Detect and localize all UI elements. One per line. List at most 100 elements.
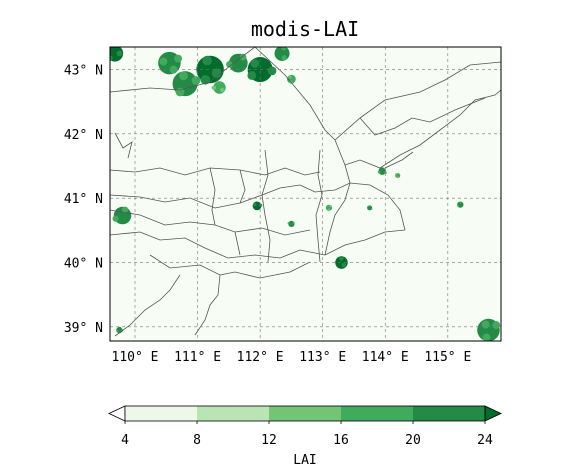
- admin-boundary: [324, 182, 351, 256]
- lai-patch-speckle: [384, 171, 387, 174]
- x-tick-labels: 110° E 111° E 112° E 113° E 114° E 115° E: [112, 350, 472, 365]
- lai-patch-speckle: [281, 47, 287, 51]
- admin-boundary: [359, 97, 486, 136]
- admin-boundary: [344, 164, 351, 184]
- lai-patch-speckle: [211, 68, 222, 79]
- admin-boundary: [234, 231, 241, 256]
- lai-patch-speckle: [377, 170, 381, 174]
- lai-patch-speckle: [339, 256, 344, 261]
- x-tick-label: 110° E: [112, 350, 159, 365]
- colorbar-segment: [341, 406, 413, 421]
- map-frame: [109, 46, 502, 342]
- lai-patch-speckle: [267, 66, 277, 76]
- y-tick-label: 43° N: [64, 64, 103, 79]
- colorbar-tick-label: 12: [261, 433, 277, 448]
- lai-patch-speckle: [482, 333, 491, 341]
- map-area: [110, 47, 501, 341]
- admin-boundary: [149, 254, 311, 279]
- y-tick-label: 42° N: [64, 128, 103, 143]
- lai-patch-speckle: [121, 206, 129, 213]
- admin-boundary: [261, 149, 271, 263]
- lai-patch-speckle: [116, 330, 119, 333]
- colorbar-tick-label: 20: [405, 433, 421, 448]
- admin-boundary: [110, 184, 301, 209]
- lai-patch-speckle: [370, 208, 373, 210]
- lai-patch-speckle: [395, 173, 397, 176]
- colorbar-segment: [125, 406, 197, 421]
- lai-patch-speckle: [368, 205, 371, 208]
- colorbar-tick-label: 16: [333, 433, 349, 448]
- colorbar-segment: [413, 406, 485, 421]
- y-tick-labels: 39° N 40° N 41° N 42° N 43° N: [64, 64, 103, 336]
- lai-patch-speckle: [457, 205, 460, 208]
- x-tick-label: 114° E: [362, 350, 409, 365]
- lai-patch-speckle: [250, 59, 260, 68]
- lai-patch-speckle: [247, 71, 257, 80]
- lai-patch-speckle: [329, 205, 332, 208]
- lai-patch-speckle: [174, 54, 182, 63]
- colorbar-tick-label: 24: [477, 433, 493, 448]
- x-tick-label: 111° E: [174, 350, 221, 365]
- lai-patch-speckle: [226, 61, 233, 68]
- admin-boundary: [114, 274, 181, 337]
- lai-patch-speckle: [288, 75, 292, 79]
- colorbar-extend-low: [108, 405, 126, 422]
- lai-patch-speckle: [116, 50, 123, 57]
- admin-boundary: [114, 132, 133, 159]
- lai-patch: [378, 167, 386, 175]
- y-tick-label: 39° N: [64, 321, 103, 336]
- colorbar-segment: [269, 406, 341, 421]
- lai-patch-speckle: [341, 262, 346, 268]
- map-background: [110, 47, 501, 341]
- admin-boundary: [239, 169, 246, 204]
- colorbar-segment: [197, 406, 269, 421]
- admin-boundary: [209, 167, 216, 226]
- y-tick-label: 41° N: [64, 192, 103, 207]
- colorbar-tick-labels: 4 8 12 16 20 24: [121, 421, 493, 448]
- lai-patch-speckle: [202, 55, 213, 66]
- admin-boundary: [315, 149, 323, 263]
- lai-patch-speckle: [191, 76, 201, 85]
- colorbar-tick-label: 4: [121, 433, 129, 448]
- y-tick-label: 40° N: [64, 257, 103, 272]
- admin-boundary: [299, 182, 406, 231]
- lai-patch-speckle: [110, 55, 113, 62]
- lai-patch-speckle: [327, 208, 331, 211]
- colorbar-extend-high: [484, 405, 502, 422]
- admin-boundary: [324, 229, 406, 256]
- x-tick-label: 115° E: [424, 350, 471, 365]
- lai-patch-speckle: [397, 176, 399, 179]
- admin-boundary: [384, 151, 414, 169]
- admin-boundary: [110, 167, 321, 176]
- admin-boundary: [110, 231, 326, 259]
- x-tick-label: 113° E: [299, 350, 346, 365]
- lai-patch-speckle: [287, 222, 290, 225]
- x-tick-label: 112° E: [237, 350, 284, 365]
- colorbar: 4 8 12 16 20 24 LAI: [108, 405, 502, 468]
- lai-patch-speckle: [211, 85, 216, 90]
- lai-patch-speckle: [253, 203, 257, 207]
- colorbar-tick-label: 8: [193, 433, 201, 448]
- lai-patch-speckle: [481, 320, 490, 329]
- colorbar-label: LAI: [293, 453, 316, 468]
- lai-patch-speckle: [239, 53, 247, 61]
- lai-patch-speckle: [220, 87, 225, 93]
- lai-patch-speckle: [112, 215, 119, 222]
- colorbar-frame: [124, 405, 486, 422]
- lai-patch-speckle: [281, 55, 287, 61]
- colorbar-segments: [108, 405, 502, 422]
- lai-patch-speckle: [159, 57, 168, 66]
- boundary-layer: [110, 47, 501, 337]
- lai-patch-speckle: [169, 65, 178, 74]
- admin-boundary: [194, 274, 221, 336]
- admin-boundary: [334, 89, 501, 169]
- admin-boundary: [110, 47, 256, 93]
- lai-patch-speckle: [292, 221, 295, 224]
- lai-patch-speckle: [492, 321, 501, 330]
- lai-patch-speckle: [259, 203, 263, 207]
- lai-patch-speckle: [459, 201, 462, 204]
- lai-patch-speckle: [179, 71, 188, 81]
- map-title: modis-LAI: [251, 17, 359, 41]
